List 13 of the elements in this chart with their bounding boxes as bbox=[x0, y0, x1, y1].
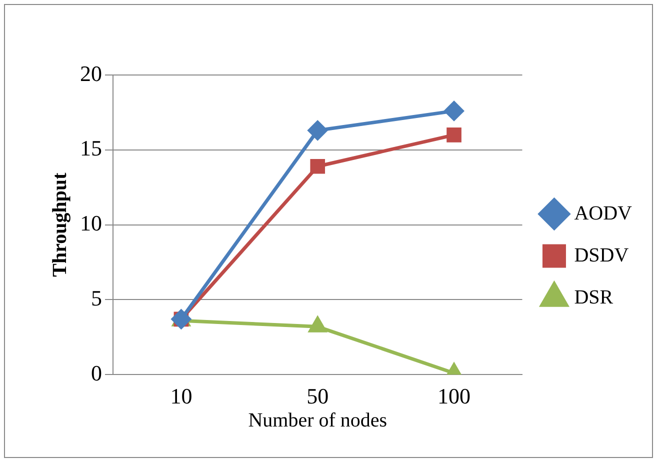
legend-label: AODV bbox=[574, 202, 633, 224]
x-tick-label: 100 bbox=[438, 384, 471, 409]
y-tick-label: 15 bbox=[80, 136, 102, 161]
y-tick-label: 10 bbox=[80, 210, 102, 236]
y-axis-title: Throughput bbox=[49, 172, 72, 277]
x-axis-title: Number of nodes bbox=[248, 409, 388, 432]
x-tick-label: 10 bbox=[170, 384, 192, 409]
y-tick-label: 5 bbox=[91, 285, 102, 310]
y-tick-label: 0 bbox=[91, 360, 102, 386]
y-tick-label: 20 bbox=[80, 60, 102, 86]
legend-label: DSDV bbox=[574, 244, 630, 266]
x-tick-label: 50 bbox=[306, 384, 329, 409]
legend-label: DSR bbox=[574, 286, 614, 308]
